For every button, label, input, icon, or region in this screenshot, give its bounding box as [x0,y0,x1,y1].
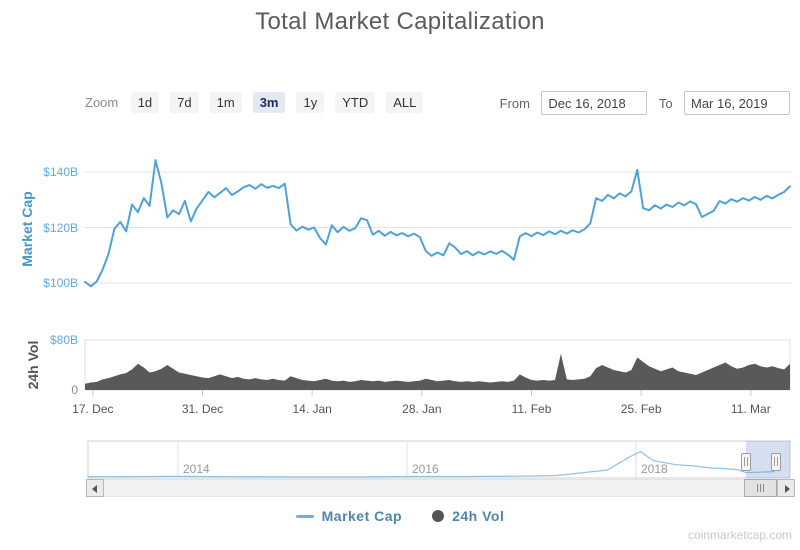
scrollbar-track[interactable] [86,479,795,497]
xtick-31-Dec: 31. Dec [181,402,224,416]
xtick-14-Jan: 14. Jan [292,402,332,416]
zoom-label: Zoom [85,95,119,110]
legend-circle-marker-icon [432,510,445,522]
xtick-25-Feb: 25. Feb [620,402,662,416]
zoom-button-ytd[interactable]: YTD [335,92,376,113]
from-label: From [499,95,530,111]
zoom-button-3m[interactable]: 3m [252,92,286,113]
scrollbar-right-arrow-icon[interactable] [777,479,795,497]
zoom-range-selector: Zoom 1d 7d 1m 3m 1y YTD ALL [85,92,434,114]
to-date-input[interactable] [684,91,790,115]
navigator-right-handle[interactable] [770,453,781,471]
zoom-button-1m[interactable]: 1m [209,92,242,113]
navigator-left-handle[interactable] [740,453,751,471]
volume-ytick-$80B: $80B [49,333,78,347]
scrollbar-left-arrow-icon[interactable] [86,479,104,497]
date-range-inputs: From To [493,91,790,115]
zoom-button-7d[interactable]: 7d [170,92,199,113]
scrollbar-thumb[interactable] [744,479,777,497]
watermark: coinmarketcap.com [687,528,792,542]
xtick-17-Dec: 17. Dec [72,402,114,416]
legend-label: 24h Vol [452,508,505,524]
legend-label: Market Cap [321,508,403,524]
legend-item-market-cap[interactable]: Market Cap [295,508,403,524]
zoom-button-1y[interactable]: 1y [296,92,325,113]
zoom-buttons: 1d 7d 1m 3m 1y YTD ALL [130,92,435,113]
navigator-year-2018: 2018 [641,462,668,476]
volume-series-area[interactable] [85,353,790,390]
xtick-11-Mar: 11. Mar [730,402,771,416]
from-date-input[interactable] [541,91,648,115]
legend-item-24h-vol[interactable]: 24h Vol [432,508,504,524]
xtick-28-Jan: 28. Jan [402,402,442,416]
zoom-button-1d[interactable]: 1d [130,92,160,113]
market-cap-ytick-$100B: $100B [43,276,78,290]
page-title: Total Market Capitalization [255,8,545,35]
market-cap-series-line[interactable] [84,159,791,288]
zoom-button-all[interactable]: ALL [386,92,424,113]
legend-line-marker-icon [295,514,314,518]
navigator-selected-range[interactable] [745,441,790,478]
volume-ytick-0: 0 [71,383,78,397]
xtick-11-Feb: 11. Feb [511,402,552,416]
chart-legend: Market Cap 24h Vol [0,508,800,524]
navigator-year-2014: 2014 [183,462,210,476]
market-cap-ytick-$120B: $120B [43,220,78,235]
navigator-year-2016: 2016 [412,462,439,476]
volume-axis-title: 24h Vol [25,340,41,390]
market-cap-ytick-$140B: $140B [43,165,78,179]
to-label: To [658,95,673,111]
